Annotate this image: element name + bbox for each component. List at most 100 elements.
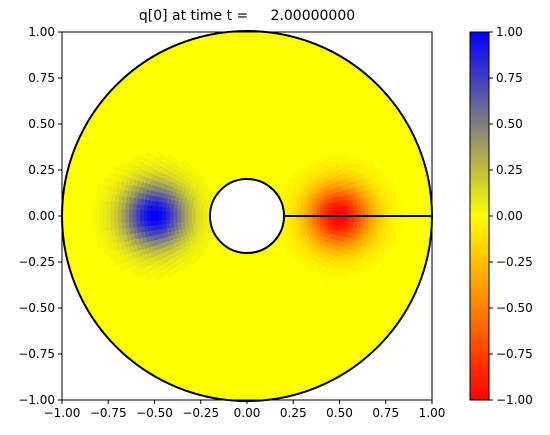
- field-cell: [394, 207, 400, 217]
- field-cell: [113, 215, 118, 224]
- field-cell: [379, 215, 385, 224]
- field-cell: [327, 219, 333, 226]
- field-cell: [176, 215, 181, 220]
- y-tick-label: 0.25: [28, 163, 55, 177]
- field-cell: [135, 209, 141, 217]
- field-cell: [312, 219, 318, 224]
- field-cell: [397, 223, 403, 233]
- colorbar-tick-label: −1.00: [496, 393, 533, 407]
- field-cell: [398, 207, 403, 217]
- field-cell: [180, 266, 187, 274]
- field-cell: [180, 208, 185, 214]
- field-cell: [383, 208, 388, 217]
- field-cell: [191, 209, 196, 214]
- colorbar-ticks: −1.00 −0.75 −0.50 −0.25 0.00 0.25 0.50 0.75 1.00: [489, 25, 533, 407]
- field-cell: [342, 151, 350, 160]
- field-cell: [109, 208, 115, 217]
- field-cell: [98, 215, 104, 225]
- field-cell: [146, 215, 152, 222]
- y-tick-label: 0.75: [28, 71, 55, 85]
- field-cell: [161, 206, 167, 213]
- field-cell: [169, 207, 174, 213]
- field-cell: [131, 215, 137, 223]
- field-cell: [394, 215, 400, 225]
- field-cell: [124, 215, 130, 223]
- field-cell: [91, 207, 96, 217]
- y-tick-label: 0.00: [28, 209, 55, 223]
- y-tick-label: −0.75: [18, 347, 55, 361]
- field-cell: [165, 207, 171, 213]
- field-cell: [91, 215, 96, 225]
- field-cell: [391, 184, 398, 194]
- y-axis-ticks: −1.00 −0.75 −0.50 −0.25 0.00 0.25 0.50 0.75 1.00: [18, 25, 62, 407]
- field-cell: [169, 219, 174, 225]
- field-cell: [157, 215, 163, 221]
- field-cell: [387, 208, 392, 217]
- x-axis-ticks: −1.00 −0.75 −0.50 −0.25 0.00 0.25 0.50 0.75 1.00: [44, 400, 446, 420]
- field-cell: [183, 215, 189, 220]
- field-cell: [168, 211, 174, 217]
- field-cell: [113, 208, 118, 217]
- field-cell: [168, 215, 174, 221]
- field-cell: [112, 257, 120, 267]
- field-cell: [320, 219, 325, 225]
- field-cell: [139, 215, 144, 222]
- field-cell: [301, 218, 307, 223]
- field-cell: [153, 273, 161, 282]
- field-cell: [183, 209, 189, 214]
- field-cell: [106, 208, 111, 217]
- x-tick-label: −1.00: [44, 406, 81, 420]
- colorbar: −1.00 −0.75 −0.50 −0.25 0.00 0.25 0.50 0.75 1.00: [469, 25, 533, 407]
- field-cell: [143, 210, 148, 217]
- colorbar-tick-label: 0.50: [496, 117, 523, 131]
- field-cell: [305, 218, 311, 223]
- field-cell: [187, 209, 193, 214]
- field-cell: [368, 160, 376, 169]
- field-cell: [128, 209, 133, 217]
- x-tick-label: −0.75: [90, 406, 127, 420]
- field-cell: [180, 215, 185, 220]
- colorbar-tick-label: 0.00: [496, 209, 523, 223]
- field-cell: [165, 219, 171, 225]
- chart-title: q[0] at time t = 2.00000000: [139, 8, 355, 24]
- colorbar-tick-label: −0.50: [496, 301, 533, 315]
- field-cell: [102, 215, 107, 224]
- field-cell: [187, 215, 192, 220]
- field-cell: [398, 215, 403, 225]
- field-cell: [165, 271, 173, 279]
- field-cell: [94, 215, 100, 225]
- field-cell: [307, 158, 314, 166]
- field-cell: [96, 238, 103, 248]
- field-cell: [131, 209, 137, 217]
- field-cell: [183, 212, 189, 217]
- colorbar-tick-label: −0.25: [496, 255, 533, 269]
- field-cell: [358, 157, 366, 166]
- field-cell: [321, 153, 329, 161]
- field-cell: [102, 208, 107, 217]
- field-cell: [309, 218, 314, 224]
- field-cell: [120, 209, 126, 217]
- field-cell: [135, 215, 141, 223]
- x-tick-label: 0.75: [372, 406, 399, 420]
- field-cell: [143, 215, 148, 222]
- y-tick-label: 1.00: [28, 25, 55, 39]
- field-cell: [154, 215, 159, 222]
- field-cell: [327, 206, 333, 213]
- field-cell: [109, 215, 115, 224]
- x-tick-label: −0.25: [182, 406, 219, 420]
- field-cell: [118, 263, 126, 272]
- y-tick-label: −0.50: [18, 301, 55, 315]
- field-cell: [323, 219, 329, 225]
- field-cell: [106, 215, 111, 224]
- x-tick-label: −0.50: [136, 406, 173, 420]
- colorbar-tick-label: 1.00: [496, 25, 523, 39]
- field-cell: [379, 208, 385, 217]
- x-tick-label: 0.25: [280, 406, 307, 420]
- y-tick-label: 0.50: [28, 117, 55, 131]
- colorbar-tick-label: −0.75: [496, 347, 533, 361]
- field-cell: [150, 215, 155, 222]
- field-cell: [95, 192, 102, 201]
- field-cell: [374, 165, 382, 175]
- field-cell: [94, 207, 100, 217]
- x-tick-label: 1.00: [419, 406, 446, 420]
